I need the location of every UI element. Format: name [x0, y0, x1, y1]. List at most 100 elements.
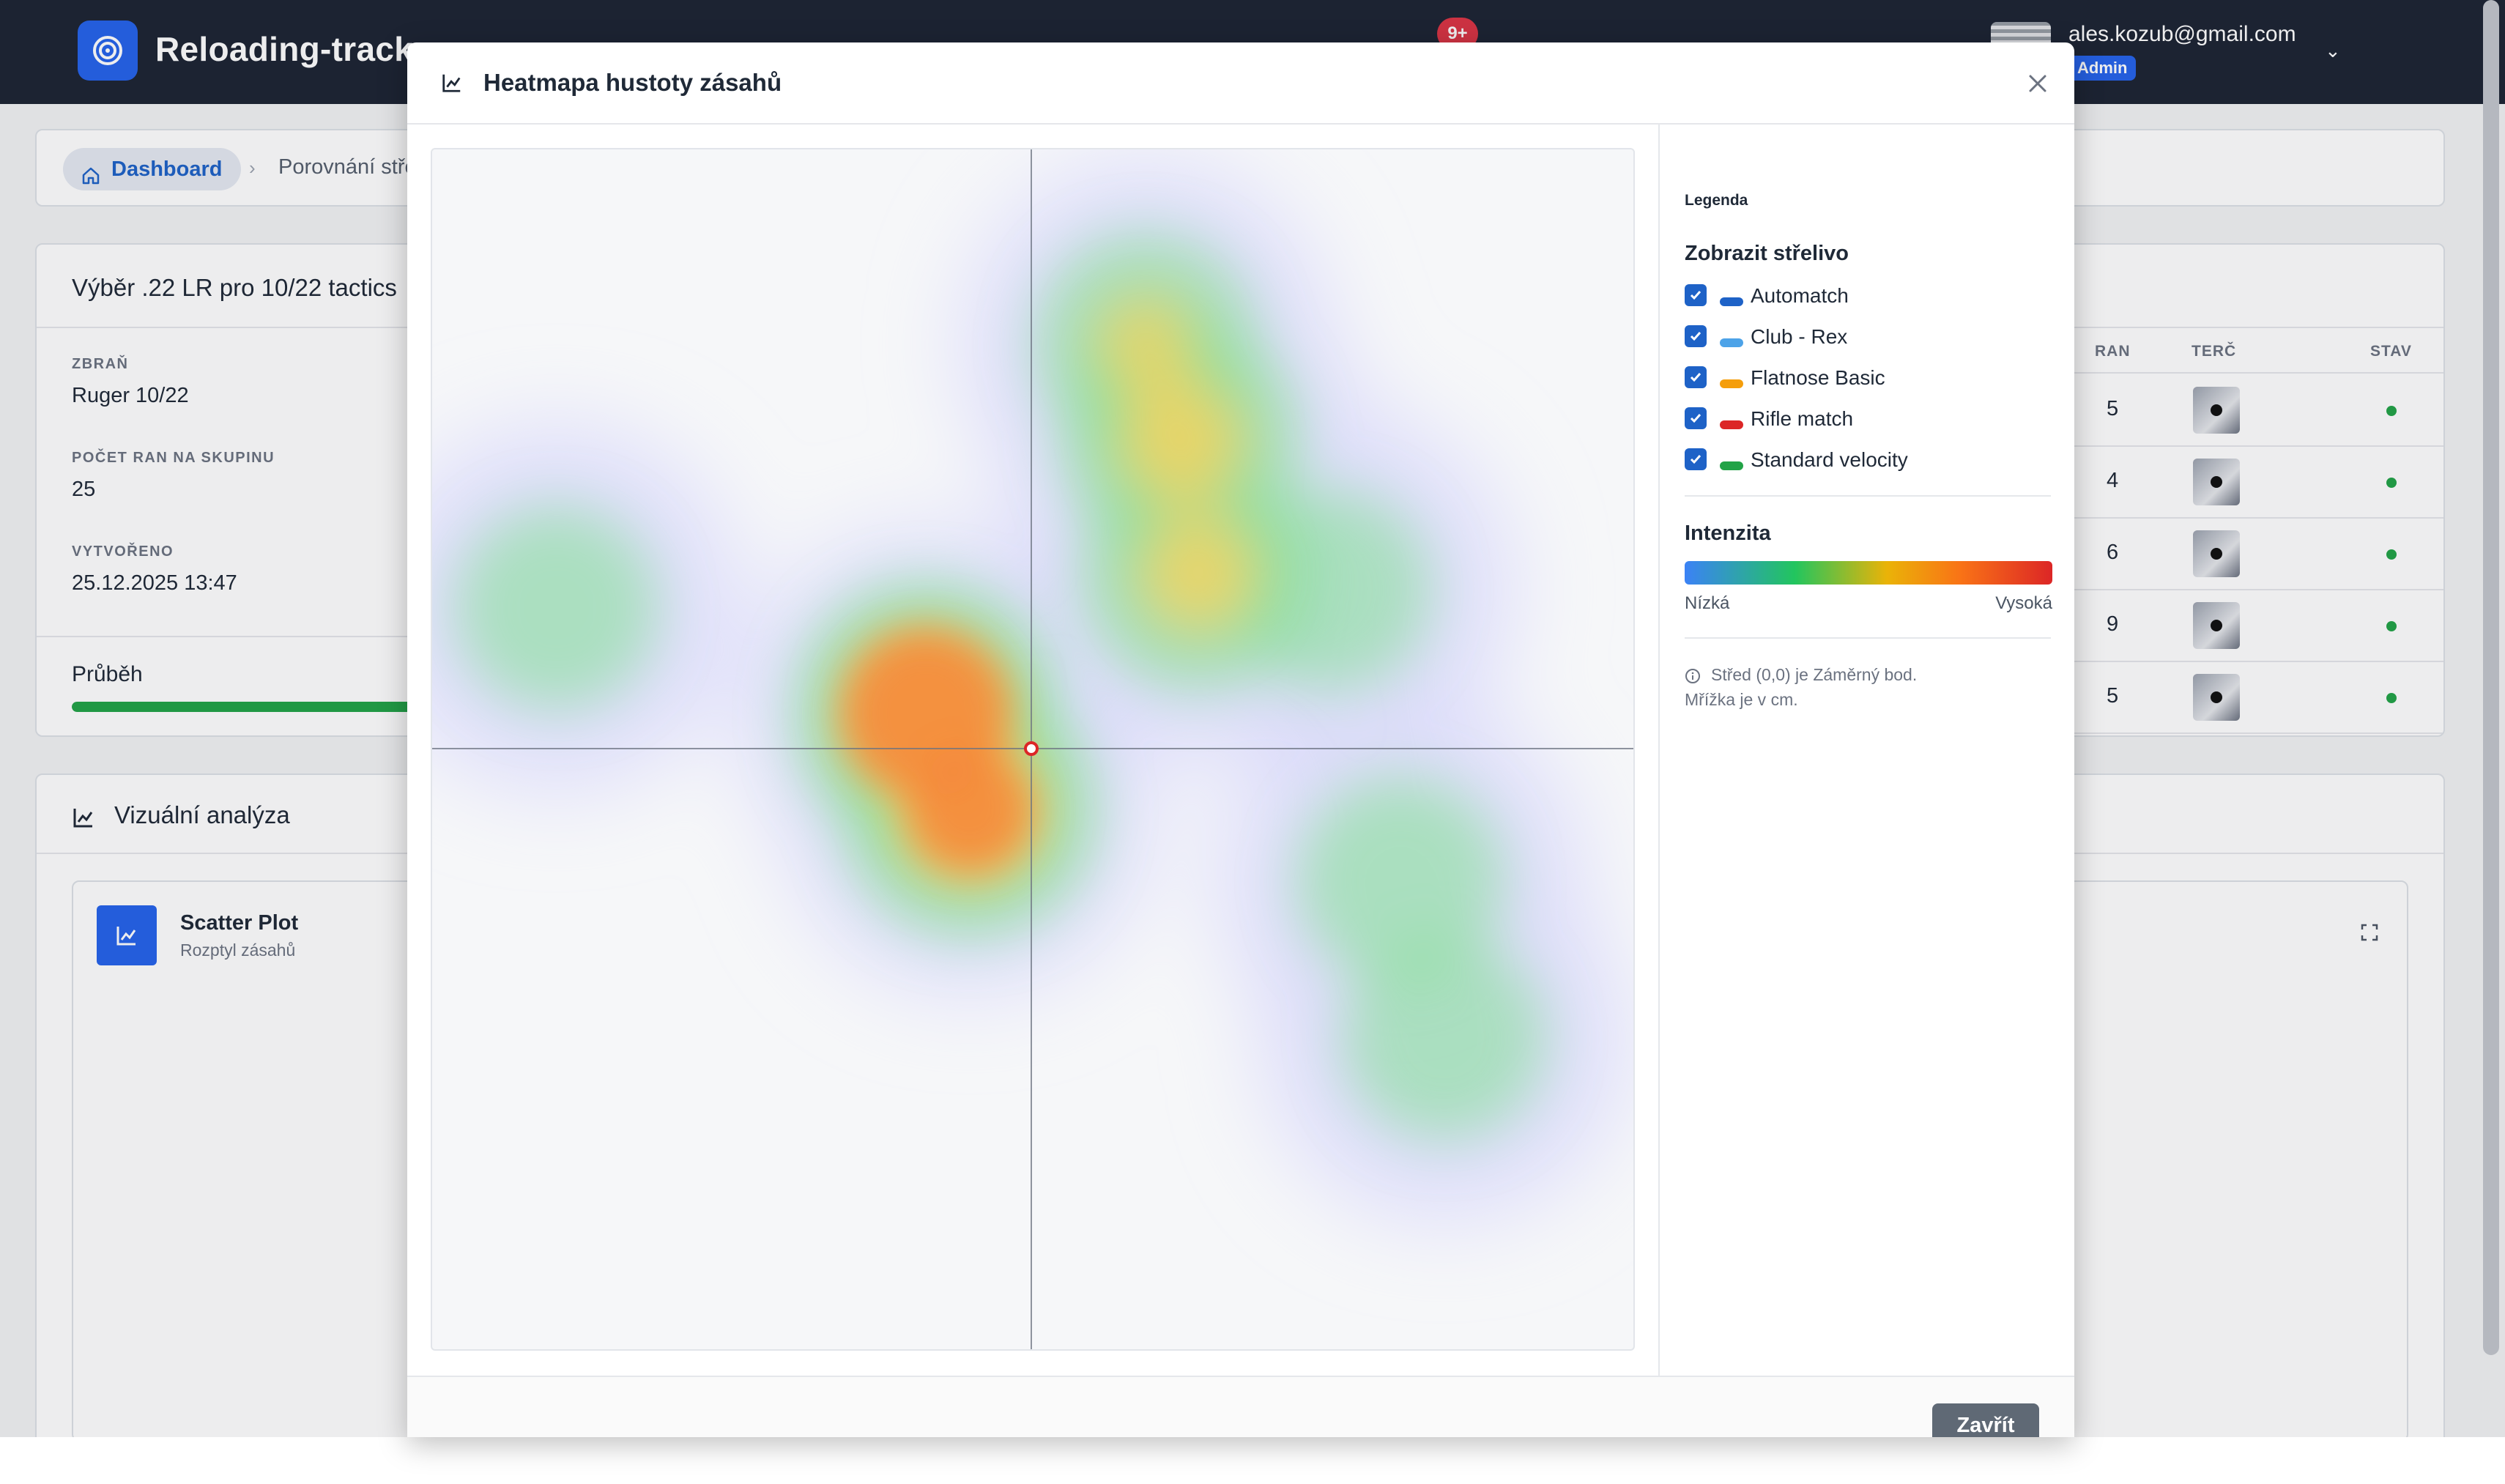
progress-fill — [72, 702, 460, 712]
chevron-right-icon: › — [249, 157, 256, 179]
target-thumbnail[interactable] — [2193, 602, 2240, 649]
ammo-toggle-rifle-match[interactable]: Rifle match — [1685, 404, 2051, 434]
shots-cell: 5 — [2107, 684, 2119, 708]
shots-label: POČET RAN NA SKUPINU — [72, 450, 275, 466]
ammo-label: Automatch — [1751, 284, 1849, 307]
chart-icon — [441, 72, 463, 97]
ammo-filter-heading: Zobrazit střelivo — [1685, 242, 1849, 265]
session-title: Výběr .22 LR pro 10/22 tactics — [72, 274, 397, 301]
checkbox-checked[interactable] — [1685, 407, 1707, 429]
heat-warm — [1138, 512, 1259, 634]
intensity-high-label: Vysoká — [1995, 593, 2052, 613]
created-value: 25.12.2025 13:47 — [72, 571, 237, 595]
created-label: VYTVOŘENO — [72, 543, 174, 560]
intensity-low-label: Nízká — [1685, 593, 1730, 613]
target-thumbnail[interactable] — [2193, 459, 2240, 505]
chart-icon — [72, 806, 95, 833]
brand-name[interactable]: Reloading-tracker — [155, 30, 446, 68]
intensity-title: Intenzita — [1685, 522, 1771, 545]
table-row[interactable]: 5 — [2073, 662, 2443, 734]
modal-title: Heatmapa hustoty zásahů — [483, 69, 782, 96]
page-scrollbar[interactable] — [2483, 0, 2499, 1355]
brand-logo-icon[interactable] — [78, 21, 138, 81]
ammo-toggle-club-rex[interactable]: Club - Rex — [1685, 322, 2051, 352]
table-row[interactable]: 6 — [2073, 519, 2443, 590]
ammo-label: Rifle match — [1751, 407, 1854, 430]
breadcrumb-home[interactable]: Dashboard — [63, 148, 242, 190]
modal-footer: Zavřít — [407, 1376, 2074, 1437]
status-dot — [2386, 549, 2397, 560]
user-email[interactable]: ales.kozub@gmail.com — [2068, 22, 2296, 46]
heat-hot — [908, 748, 1032, 872]
ammo-color-swatch — [1720, 338, 1743, 347]
divider — [1685, 637, 2051, 639]
shots-cell: 4 — [2107, 469, 2119, 492]
heat-core — [456, 507, 658, 709]
heat-warm — [1117, 377, 1244, 505]
expand-icon[interactable] — [2360, 923, 2379, 946]
status-dot — [2386, 621, 2397, 631]
home-icon — [81, 158, 101, 201]
ammo-label: Club - Rex — [1751, 325, 1848, 348]
ammo-label: Flatnose Basic — [1751, 366, 1885, 389]
table-row[interactable]: 9 — [2073, 590, 2443, 662]
heat-core — [1343, 938, 1545, 1140]
checkbox-checked[interactable] — [1685, 325, 1707, 347]
ammo-color-swatch — [1720, 297, 1743, 306]
status-dot — [2386, 406, 2397, 416]
status-dot — [2386, 693, 2397, 703]
status-dot — [2386, 478, 2397, 488]
close-icon[interactable] — [2023, 69, 2052, 98]
shots-cell: 9 — [2107, 612, 2119, 636]
shots-value: 25 — [72, 478, 96, 501]
legend-heading: Legenda — [1685, 192, 1748, 209]
table-row[interactable]: 5 — [2073, 375, 2443, 447]
divider — [37, 636, 425, 637]
scatter-plot-title: Scatter Plot — [180, 911, 299, 935]
legend-panel: Legenda Zobrazit střelivo Automatch Club… — [1658, 125, 2074, 1376]
table-row[interactable]: 4 — [2073, 447, 2443, 519]
intensity-gradient-bar — [1685, 561, 2052, 585]
progress-label: Průběh — [72, 662, 143, 686]
ammo-color-swatch — [1720, 461, 1743, 470]
ammo-color-swatch — [1720, 379, 1743, 388]
scatter-plot-icon — [97, 905, 157, 965]
heat-warm — [1095, 294, 1196, 395]
shots-cell: 6 — [2107, 541, 2119, 564]
role-badge: Admin — [2068, 56, 2137, 81]
info-icon — [1685, 668, 1701, 688]
ammo-color-swatch — [1720, 420, 1743, 429]
checkbox-checked[interactable] — [1685, 284, 1707, 306]
ammo-label: Standard velocity — [1751, 448, 1908, 471]
column-header-target: TERČ — [2192, 343, 2237, 360]
scatter-plot-subtitle: Rozptyl zásahů — [180, 941, 296, 960]
note-line: Mřížka je v cm. — [1685, 690, 1798, 709]
note-line: Střed (0,0) je Záměrný bod. — [1711, 665, 1918, 684]
progress-bar — [72, 702, 460, 712]
heatmap-modal: Heatmapa hustoty zásahů Legenda Zobrazit… — [407, 42, 2074, 1437]
chevron-down-icon[interactable]: ⌄ — [2325, 40, 2341, 62]
aim-point-marker — [1024, 741, 1039, 756]
checkbox-checked[interactable] — [1685, 366, 1707, 388]
weapon-label: ZBRAŇ — [72, 356, 129, 372]
modal-header: Heatmapa hustoty zásahů — [407, 42, 2074, 125]
checkbox-checked[interactable] — [1685, 448, 1707, 470]
heatmap-chart[interactable] — [431, 148, 1635, 1351]
target-thumbnail[interactable] — [2193, 530, 2240, 577]
ammo-toggle-automatch[interactable]: Automatch — [1685, 281, 2051, 311]
column-header-status: STAV — [2370, 343, 2412, 360]
page-bottom — [0, 1437, 2505, 1484]
close-button[interactable]: Zavřít — [1932, 1403, 2039, 1437]
column-header-shots: RAN — [2095, 343, 2131, 360]
shots-cell: 5 — [2107, 397, 2119, 420]
weapon-value: Ruger 10/22 — [72, 384, 189, 407]
heat-core — [1297, 777, 1504, 984]
table-header: RAN TERČ STAV — [2073, 328, 2443, 374]
breadcrumb-home-label: Dashboard — [111, 157, 223, 181]
ammo-toggle-standard-velocity[interactable]: Standard velocity — [1685, 445, 2051, 475]
heat-core — [1229, 489, 1431, 691]
ammo-toggle-flatnose-basic[interactable]: Flatnose Basic — [1685, 363, 2051, 393]
target-thumbnail[interactable] — [2193, 387, 2240, 434]
heatmap-svg — [432, 149, 1633, 1349]
target-thumbnail[interactable] — [2193, 674, 2240, 721]
